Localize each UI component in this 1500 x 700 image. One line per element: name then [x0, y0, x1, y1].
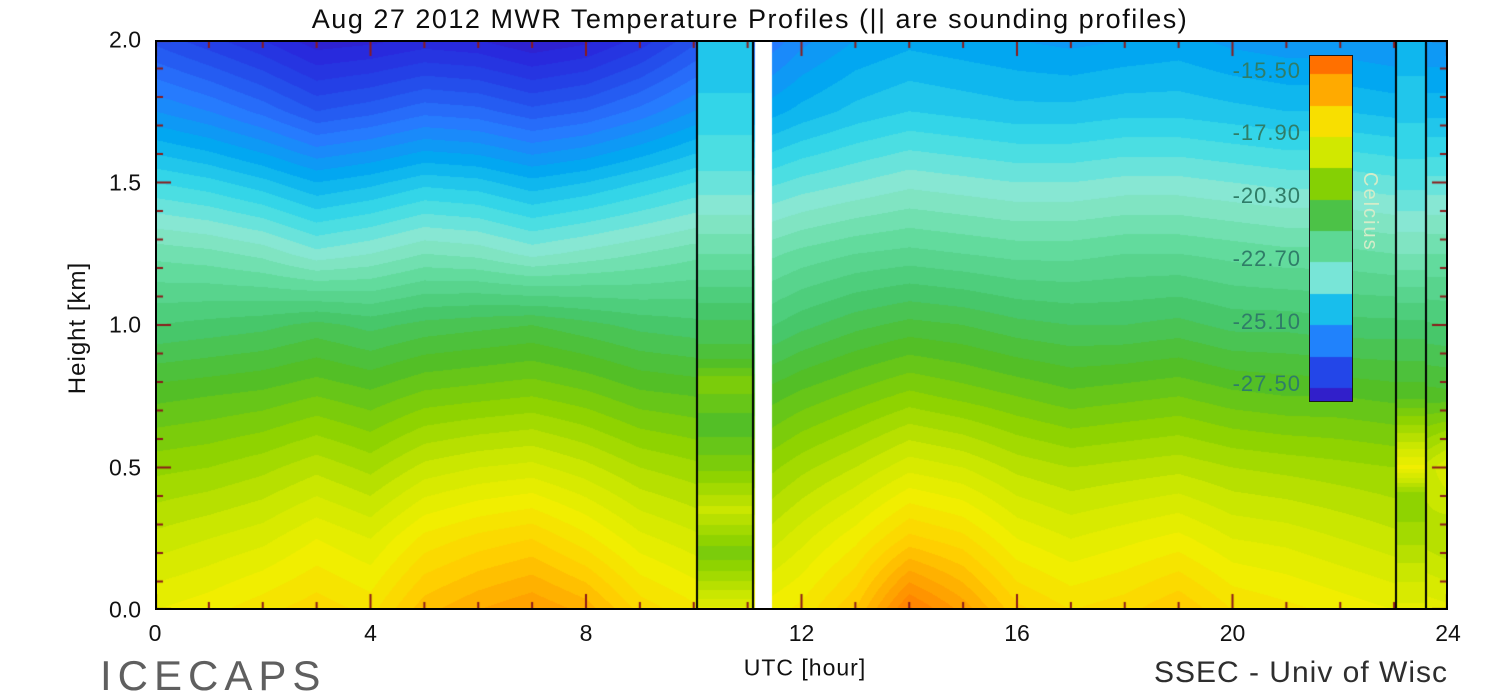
- y-tick-label: 0.0: [109, 596, 141, 623]
- colorbar-tick-label: -20.30: [1232, 183, 1301, 209]
- colorbar-canvas: [1309, 55, 1353, 402]
- y-tick-label: 0.5: [109, 454, 141, 480]
- y-axis-label: Height [km]: [64, 261, 91, 395]
- x-tick-label: 0: [148, 620, 162, 646]
- colorbar-tick-label: -27.50: [1232, 371, 1301, 397]
- footer-right-credit: SSEC - Univ of Wisc: [1153, 656, 1448, 689]
- colorbar-tick-label: -25.10: [1232, 308, 1301, 334]
- x-tick-label: 20: [1219, 620, 1246, 646]
- x-tick-label: 12: [788, 620, 815, 646]
- x-tick-label: 4: [364, 620, 377, 646]
- heatmap-canvas: [155, 40, 1448, 610]
- colorbar-tick-label: -22.70: [1232, 245, 1301, 271]
- colorbar-tick-label: -17.90: [1232, 120, 1301, 146]
- x-tick-label: 8: [579, 620, 593, 646]
- y-tick-label: 2.0: [109, 26, 141, 53]
- footer-left-icecaps: ICECAPS: [100, 652, 327, 699]
- y-tick-label: 1.0: [109, 311, 141, 338]
- chart-title: Aug 27 2012 MWR Temperature Profiles (||…: [311, 4, 1189, 34]
- x-axis-label: UTC [hour]: [743, 654, 867, 681]
- colorbar-tick-label: -15.50: [1232, 57, 1301, 83]
- x-tick-label: 16: [1004, 620, 1030, 646]
- colorbar-title: Celcius: [1359, 172, 1381, 252]
- y-tick-label: 1.5: [109, 169, 141, 195]
- x-tick-label: 24: [1435, 620, 1461, 646]
